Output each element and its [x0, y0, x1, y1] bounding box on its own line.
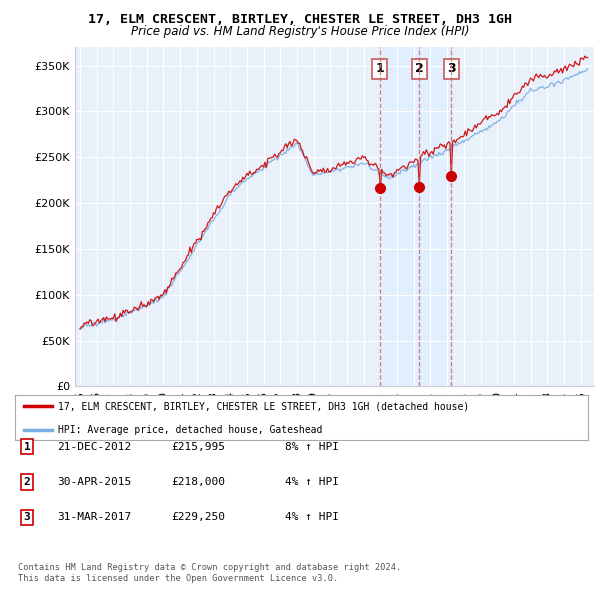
Text: Contains HM Land Registry data © Crown copyright and database right 2024.: Contains HM Land Registry data © Crown c…: [18, 563, 401, 572]
Text: 3: 3: [447, 63, 455, 76]
Text: 17, ELM CRESCENT, BIRTLEY, CHESTER LE STREET, DH3 1GH: 17, ELM CRESCENT, BIRTLEY, CHESTER LE ST…: [88, 13, 512, 26]
Bar: [380, 47, 451, 386]
Text: 2: 2: [23, 477, 31, 487]
Text: This data is licensed under the Open Government Licence v3.0.: This data is licensed under the Open Gov…: [18, 574, 338, 583]
Text: 31-MAR-2017: 31-MAR-2017: [57, 513, 131, 522]
Text: 4% ↑ HPI: 4% ↑ HPI: [285, 513, 339, 522]
Text: Price paid vs. HM Land Registry's House Price Index (HPI): Price paid vs. HM Land Registry's House …: [131, 25, 469, 38]
Text: 8% ↑ HPI: 8% ↑ HPI: [285, 442, 339, 451]
Text: £218,000: £218,000: [171, 477, 225, 487]
Text: 1: 1: [376, 63, 384, 76]
Text: HPI: Average price, detached house, Gateshead: HPI: Average price, detached house, Gate…: [58, 425, 322, 435]
Text: £215,995: £215,995: [171, 442, 225, 451]
Text: 30-APR-2015: 30-APR-2015: [57, 477, 131, 487]
Text: 4% ↑ HPI: 4% ↑ HPI: [285, 477, 339, 487]
Text: 1: 1: [23, 442, 31, 451]
Text: 3: 3: [23, 513, 31, 522]
Text: 21-DEC-2012: 21-DEC-2012: [57, 442, 131, 451]
Text: 2: 2: [415, 63, 424, 76]
Text: £229,250: £229,250: [171, 513, 225, 522]
Text: 17, ELM CRESCENT, BIRTLEY, CHESTER LE STREET, DH3 1GH (detached house): 17, ELM CRESCENT, BIRTLEY, CHESTER LE ST…: [58, 401, 469, 411]
